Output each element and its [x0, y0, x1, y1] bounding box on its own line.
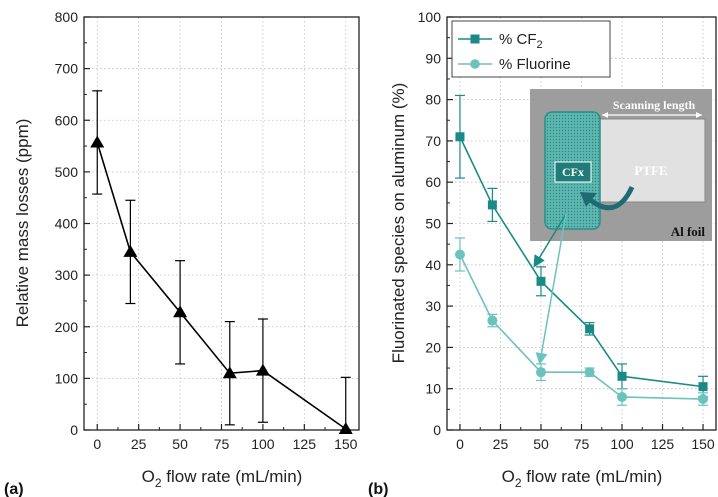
inset-curved-arrowhead	[580, 192, 597, 207]
b-series	[454, 94, 709, 406]
b-ytick-label-3: 30	[425, 298, 441, 314]
a-series-0-line	[96, 142, 347, 430]
a-series-0-point-0	[90, 135, 105, 148]
inset-cfx-tag	[554, 161, 592, 183]
b-series-0-point-2	[536, 276, 546, 286]
a-series-0-point-4	[255, 363, 270, 376]
a-ylabel: Relative mass losses (ppm)	[13, 119, 32, 328]
b-xtick-label-2: 50	[533, 436, 549, 452]
b-series-0-point-4	[617, 371, 627, 381]
a-ytick-label-3: 300	[55, 267, 79, 283]
chart-b: 0 25 50 75 100 125 150 0 10 20 30 40 50 60 70 80 90 100 %…	[368, 9, 717, 497]
b-xlabel: O2 flow rate (mL/min)	[502, 467, 663, 490]
b-ticks: 0 25 50 75 100 125 150 0 10 20 30 40 50 60 70 80 90 100	[418, 9, 715, 452]
inset-cfx-label: CFx	[562, 165, 584, 179]
b-ytick-label-10: 100	[418, 9, 442, 25]
a-ytick-label-5: 500	[55, 164, 79, 180]
a-series-0-point-5	[338, 421, 353, 434]
b-series-0-line	[459, 136, 704, 388]
b-xtick-label-0: 0	[456, 436, 464, 452]
a-series-0-point-2	[173, 305, 188, 318]
b-legend-box	[451, 20, 611, 78]
a-ticks: 0 25 50 75 100 125 150 0 100 200 300 400 500 600 700 80…	[55, 9, 358, 452]
b-ytick-label-0: 0	[433, 422, 441, 438]
inset-scan-arrowhead-left	[602, 112, 608, 118]
b-xtick-label-4: 100	[610, 436, 634, 452]
a-xtick-label-4: 100	[251, 436, 275, 452]
b-legend: % CF2 % Fluorine	[451, 20, 611, 78]
panel-label-b: (b)	[368, 481, 388, 497]
inset-scan-label: Scanning length	[613, 98, 696, 112]
a-ytick-label-7: 700	[55, 61, 79, 77]
b-series-1	[454, 237, 709, 406]
a-ytick-label-0: 0	[70, 422, 78, 438]
panel-label-a: (a)	[4, 481, 24, 497]
b-ytick-label-2: 20	[425, 339, 441, 355]
legend-label-fluorine: % Fluorine	[499, 56, 571, 73]
a-series	[90, 90, 353, 434]
chart-a: 0 25 50 75 100 125 150 0 100 200 300 400 500 600 700 80…	[4, 9, 360, 497]
b-series-1-point-4	[617, 391, 628, 402]
a-xtick-label-1: 25	[131, 436, 147, 452]
a-grid	[84, 16, 359, 431]
b-ytick-label-5: 50	[425, 216, 441, 232]
a-xtick-label-0: 0	[93, 436, 101, 452]
a-ytick-label-8: 800	[55, 9, 79, 25]
a-ytick-label-1: 100	[55, 370, 79, 386]
legend-label-cf2: % CF2	[499, 31, 543, 51]
b-xtick-label-1: 25	[493, 436, 509, 452]
b-ytick-label-8: 80	[425, 92, 441, 108]
a-series-0-point-3	[222, 366, 237, 379]
a-ytick-label-2: 200	[55, 319, 79, 335]
a-xtick-label-2: 50	[172, 436, 188, 452]
b-series-0-point-1	[487, 200, 497, 210]
b-series-1-point-0	[454, 249, 465, 260]
b-series-0-point-0	[455, 132, 465, 142]
a-xtick-label-5: 125	[293, 436, 317, 452]
b-series-1-line	[459, 254, 704, 400]
legend-marker-cf2	[470, 34, 480, 44]
inset-schematic: CFx PTFE Scanning length Al foil	[530, 89, 712, 365]
a-ytick-label-6: 600	[55, 112, 79, 128]
inset-foil-label: Al foil	[671, 224, 706, 239]
a-ytick-label-4: 400	[55, 216, 79, 232]
inset-pointer-fluorine	[535, 213, 567, 365]
b-series-0-point-3	[585, 324, 595, 334]
b-series-1-point-5	[698, 394, 709, 405]
b-xtick-label-6: 150	[691, 436, 715, 452]
b-xtick-label-3: 75	[574, 436, 590, 452]
b-series-1-point-2	[535, 367, 546, 378]
b-ytick-label-6: 60	[425, 174, 441, 190]
b-series-1-point-3	[584, 367, 595, 378]
a-series-0	[90, 90, 353, 434]
a-xtick-label-3: 75	[214, 436, 230, 452]
b-ylabel: Fluorinated species on aluminum (%)	[389, 83, 408, 364]
b-ytick-label-7: 70	[425, 133, 441, 149]
b-series-1-point-1	[487, 315, 498, 326]
b-series-0-point-5	[698, 382, 708, 392]
inset-ptfe-label: PTFE	[634, 163, 667, 178]
b-ytick-label-4: 40	[425, 257, 441, 273]
b-ytick-label-1: 10	[425, 381, 441, 397]
b-ytick-label-9: 90	[425, 50, 441, 66]
legend-marker-fluorine	[470, 59, 480, 69]
a-xlabel: O2 flow rate (mL/min)	[142, 467, 303, 490]
inset-curved-arrow	[586, 185, 635, 211]
a-xtick-label-6: 150	[334, 436, 358, 452]
inset-scan-arrowhead-right	[696, 112, 702, 118]
b-xtick-label-5: 125	[651, 436, 675, 452]
a-series-0-point-1	[123, 244, 138, 257]
inset-pointer-cf2	[533, 213, 567, 268]
